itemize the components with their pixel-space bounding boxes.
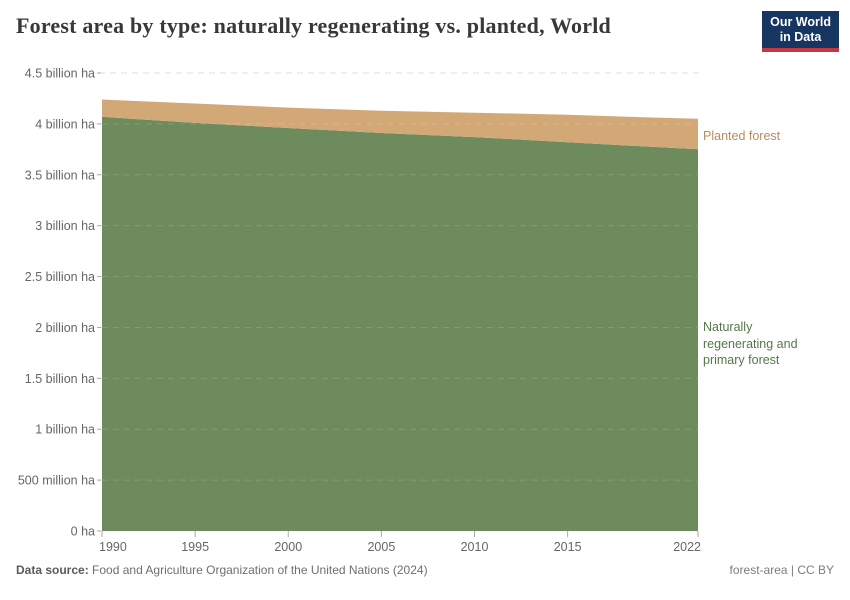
y-axis-label: 0 ha xyxy=(71,525,95,539)
y-axis-label: 4.5 billion ha xyxy=(25,67,95,81)
page-title: Forest area by type: naturally regenerat… xyxy=(16,13,611,38)
owid-logo-line1: Our World xyxy=(770,15,831,29)
y-axis-label: 1 billion ha xyxy=(35,423,95,437)
x-axis-label: 2015 xyxy=(554,540,582,554)
y-axis-label: 500 million ha xyxy=(18,474,95,488)
owid-logo[interactable]: Our World in Data xyxy=(762,11,839,52)
y-axis-label: 2 billion ha xyxy=(35,321,95,335)
series-label-planted-forest: Planted forest xyxy=(703,129,781,143)
area-planted-forest[interactable] xyxy=(102,99,698,150)
x-axis-label: 1990 xyxy=(99,540,127,554)
y-axis-label: 3 billion ha xyxy=(35,219,95,233)
data-source-label: Data source: xyxy=(16,563,89,577)
x-axis-label: 2022 xyxy=(673,540,701,554)
chart-footer: Data source: Food and Agriculture Organi… xyxy=(16,563,834,577)
owid-logo-line2: in Data xyxy=(779,30,822,44)
x-axis-label: 1995 xyxy=(181,540,209,554)
data-source-text: Food and Agriculture Organization of the… xyxy=(92,563,428,577)
x-axis-label: 2000 xyxy=(274,540,302,554)
area-naturally-regenerating-forest[interactable] xyxy=(102,116,698,532)
x-axis-label: 2010 xyxy=(461,540,489,554)
y-axis-label: 2.5 billion ha xyxy=(25,270,95,284)
y-axis-label: 1.5 billion ha xyxy=(25,372,95,386)
license-note[interactable]: forest-area | CC BY xyxy=(729,563,834,577)
data-source: Data source: Food and Agriculture Organi… xyxy=(16,563,428,577)
y-axis-label: 4 billion ha xyxy=(35,117,95,131)
y-axis-label: 3.5 billion ha xyxy=(25,168,95,182)
x-axis-label: 2005 xyxy=(367,540,395,554)
series-label-natural-forest: Naturally regenerating and primary fores… xyxy=(703,320,798,367)
